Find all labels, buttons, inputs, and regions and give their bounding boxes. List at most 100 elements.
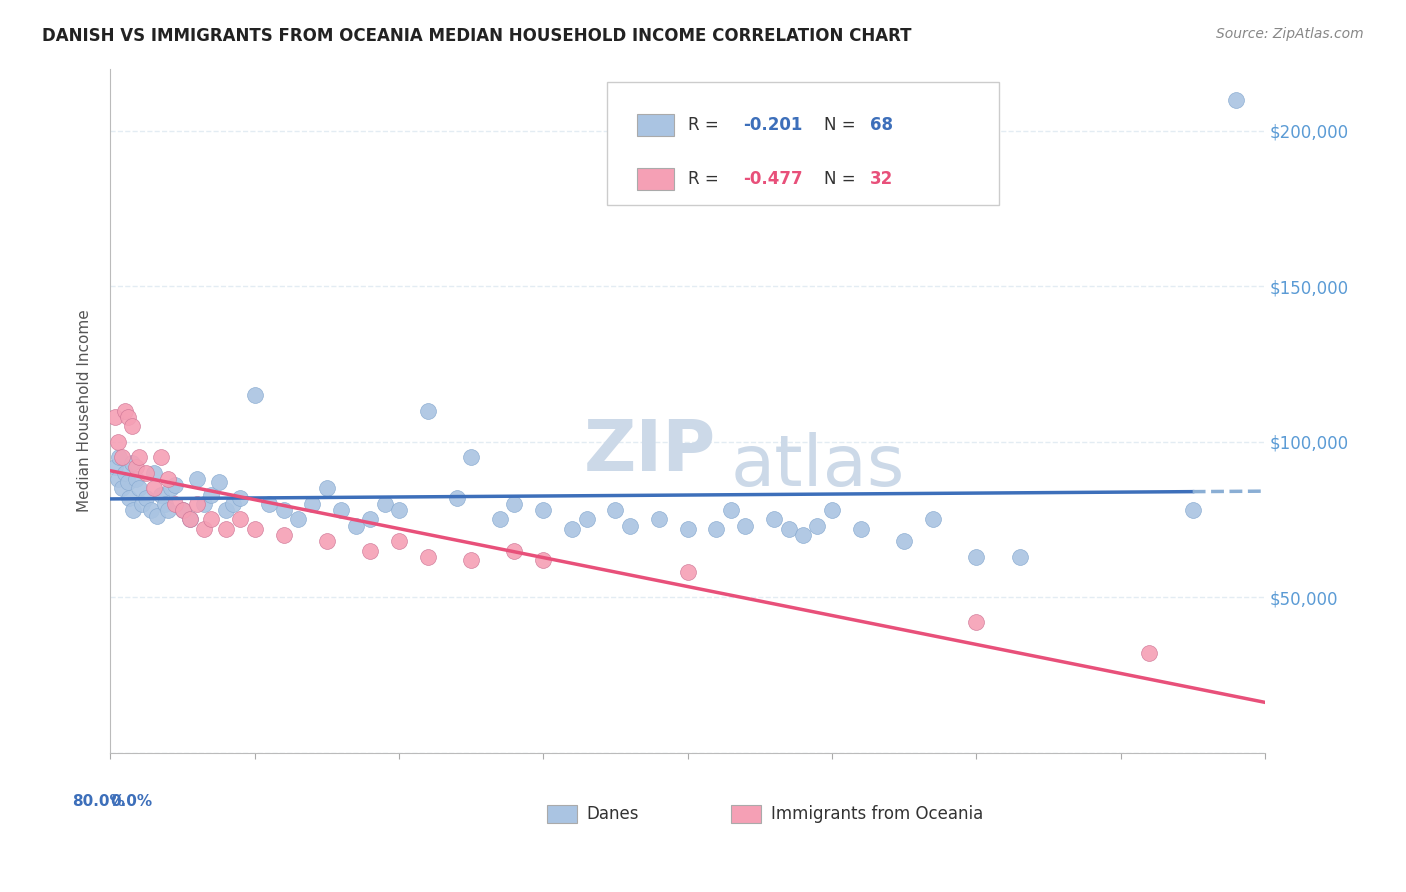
Point bbox=[172, 503, 194, 517]
Point bbox=[165, 497, 187, 511]
Point bbox=[122, 503, 145, 517]
Point bbox=[157, 472, 180, 486]
Point bbox=[149, 450, 172, 465]
Point bbox=[200, 487, 222, 501]
Point bbox=[121, 457, 143, 471]
Point bbox=[315, 481, 337, 495]
Text: N =: N = bbox=[824, 169, 860, 188]
Point bbox=[128, 481, 150, 495]
Point bbox=[359, 512, 381, 526]
Point bbox=[145, 509, 167, 524]
Point bbox=[1137, 646, 1160, 660]
Text: 68: 68 bbox=[870, 116, 893, 134]
Text: 32: 32 bbox=[870, 169, 893, 188]
Point bbox=[460, 553, 482, 567]
Point bbox=[460, 450, 482, 465]
Point bbox=[489, 512, 512, 526]
Point bbox=[108, 450, 131, 465]
Point bbox=[243, 522, 266, 536]
Point bbox=[648, 512, 671, 526]
Point bbox=[575, 512, 598, 526]
Point bbox=[179, 512, 201, 526]
Point bbox=[301, 497, 323, 511]
Point bbox=[131, 497, 153, 511]
Point bbox=[1181, 503, 1204, 517]
Point bbox=[207, 475, 229, 489]
Point bbox=[965, 615, 987, 629]
Point bbox=[142, 466, 165, 480]
Point bbox=[229, 512, 252, 526]
Point bbox=[561, 522, 583, 536]
Point bbox=[142, 481, 165, 495]
Point bbox=[273, 503, 295, 517]
Point bbox=[531, 553, 554, 567]
Point bbox=[139, 503, 162, 517]
Point bbox=[965, 549, 987, 564]
FancyBboxPatch shape bbox=[731, 805, 762, 823]
Point bbox=[792, 528, 814, 542]
Point bbox=[104, 409, 127, 424]
Point bbox=[179, 512, 201, 526]
Point bbox=[104, 459, 127, 474]
Point bbox=[186, 472, 208, 486]
Point bbox=[125, 472, 148, 486]
Point bbox=[388, 534, 411, 549]
FancyBboxPatch shape bbox=[607, 82, 1000, 205]
Point bbox=[806, 518, 828, 533]
Point bbox=[117, 409, 139, 424]
Point bbox=[922, 512, 945, 526]
Point bbox=[605, 503, 627, 517]
Point bbox=[117, 475, 139, 489]
Point bbox=[734, 518, 756, 533]
Point bbox=[135, 466, 157, 480]
Point bbox=[193, 497, 215, 511]
Point bbox=[107, 472, 129, 486]
Point bbox=[503, 497, 526, 511]
Point bbox=[111, 450, 134, 465]
Point bbox=[720, 503, 742, 517]
Point bbox=[446, 491, 468, 505]
Point bbox=[243, 388, 266, 402]
Point bbox=[1008, 549, 1031, 564]
Point bbox=[374, 497, 396, 511]
Point bbox=[821, 503, 844, 517]
Point bbox=[416, 403, 439, 417]
Y-axis label: Median Household Income: Median Household Income bbox=[76, 310, 91, 512]
Text: N =: N = bbox=[824, 116, 860, 134]
Point bbox=[287, 512, 309, 526]
Point bbox=[121, 419, 143, 434]
Point bbox=[107, 434, 129, 449]
Text: 80.0%: 80.0% bbox=[72, 794, 125, 809]
Point bbox=[503, 543, 526, 558]
Point bbox=[330, 503, 353, 517]
Text: Source: ZipAtlas.com: Source: ZipAtlas.com bbox=[1216, 27, 1364, 41]
Point bbox=[135, 491, 157, 505]
Point bbox=[676, 522, 699, 536]
Point bbox=[531, 503, 554, 517]
Point bbox=[215, 503, 238, 517]
FancyBboxPatch shape bbox=[637, 168, 673, 190]
Point bbox=[111, 481, 134, 495]
Point bbox=[118, 491, 141, 505]
Text: -0.477: -0.477 bbox=[742, 169, 803, 188]
Text: R =: R = bbox=[688, 116, 724, 134]
Point bbox=[125, 459, 148, 474]
Point bbox=[172, 503, 194, 517]
FancyBboxPatch shape bbox=[637, 114, 673, 136]
Text: atlas: atlas bbox=[731, 432, 905, 501]
Point bbox=[706, 522, 728, 536]
Point bbox=[155, 497, 177, 511]
Point bbox=[186, 497, 208, 511]
FancyBboxPatch shape bbox=[547, 805, 576, 823]
Point bbox=[763, 512, 786, 526]
Point bbox=[893, 534, 915, 549]
Point bbox=[416, 549, 439, 564]
Point bbox=[222, 497, 245, 511]
Text: Danes: Danes bbox=[586, 805, 638, 823]
Point bbox=[128, 450, 150, 465]
Point bbox=[193, 522, 215, 536]
Text: -0.201: -0.201 bbox=[742, 116, 803, 134]
Point bbox=[229, 491, 252, 505]
Point bbox=[114, 466, 136, 480]
Text: Immigrants from Oceania: Immigrants from Oceania bbox=[770, 805, 983, 823]
